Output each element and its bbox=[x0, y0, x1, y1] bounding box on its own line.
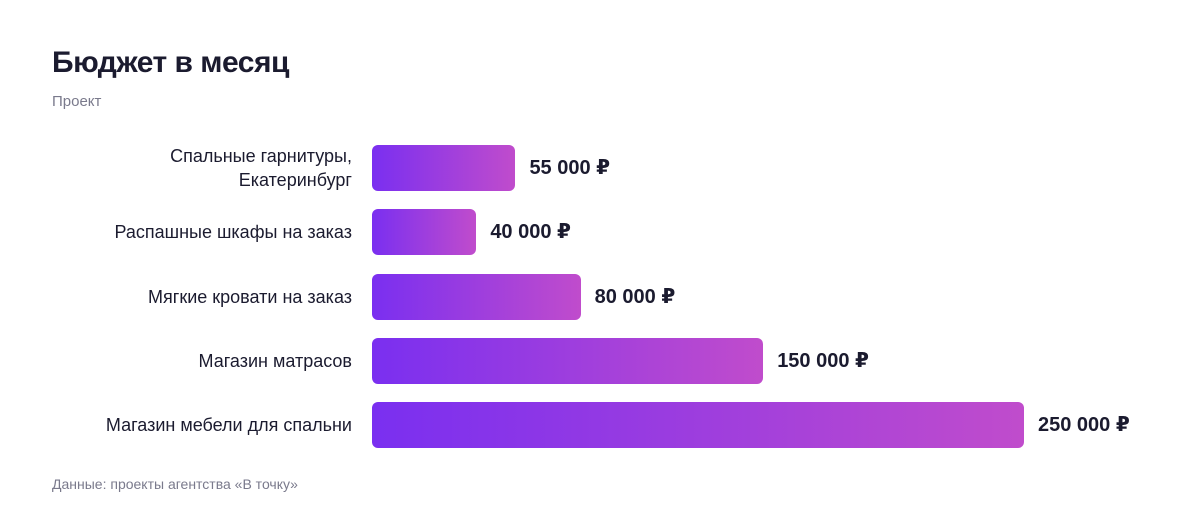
bar bbox=[372, 209, 477, 256]
category-label: Распашные шкафы на заказ bbox=[114, 222, 352, 243]
bar bbox=[372, 337, 764, 384]
chart-title: Бюджет в месяц bbox=[52, 46, 289, 79]
category-label: Магазин мебели для спальни bbox=[105, 415, 352, 436]
value-label: 55 000 ₽ bbox=[529, 157, 611, 179]
value-label: 80 000 ₽ bbox=[594, 285, 676, 308]
bar bbox=[372, 145, 516, 191]
bar bbox=[372, 402, 1024, 449]
value-label: 150 000 ₽ bbox=[777, 349, 869, 372]
category-label: Магазин матрасов bbox=[198, 350, 352, 371]
category-label: Спальные гарнитуры, Екатеринбург bbox=[170, 146, 352, 190]
category-label: Мягкие кровати на заказ bbox=[148, 286, 352, 307]
source-note: Данные: проекты агентства «В точку» bbox=[52, 476, 298, 492]
bar bbox=[372, 273, 581, 320]
value-label: 40 000 ₽ bbox=[490, 221, 571, 244]
chart-subtitle: Проект bbox=[52, 93, 102, 110]
value-label: 250 000 ₽ bbox=[1038, 414, 1130, 437]
